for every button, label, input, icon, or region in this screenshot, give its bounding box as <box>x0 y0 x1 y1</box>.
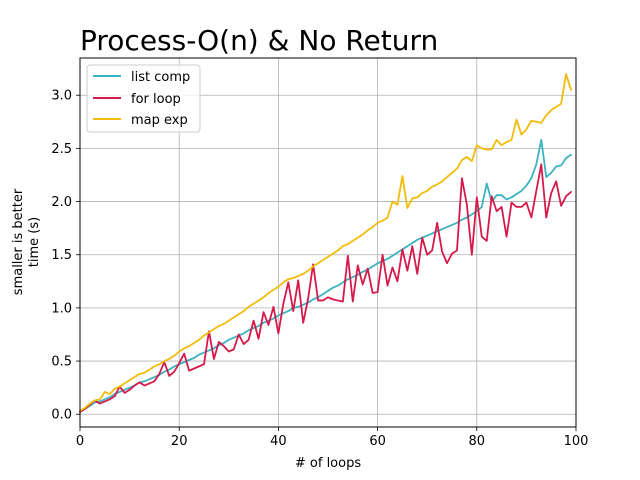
series-line-list-comp <box>79 138 572 412</box>
legend-label-map-exp: map exp <box>131 113 188 128</box>
series-layer <box>79 73 572 414</box>
x-axis-label: # of loops <box>295 456 361 471</box>
series-line-for-loop <box>79 163 572 414</box>
legend-label-for-loop: for loop <box>131 92 181 107</box>
y-tick-label: 0.5 <box>51 355 72 370</box>
axis-ticks: 0 20 40 60 80 100 0.0 0.5 1.0 1.5 2.0 2.5 3.0 <box>51 89 588 449</box>
y-tick-label: 1.0 <box>51 301 72 316</box>
x-tick-label: 100 <box>564 434 589 449</box>
y-tick-label: 3.0 <box>51 89 72 104</box>
y-tick-label: 2.0 <box>51 195 72 210</box>
x-tick-label: 40 <box>270 434 287 449</box>
chart-title: Process-O(n) & No Return <box>80 24 438 57</box>
legend-label-list-comp: list comp <box>131 70 190 85</box>
plot-frame <box>79 57 577 428</box>
y-axis-label-line-2: time (s) <box>27 217 42 267</box>
legend: list comp for loop map exp <box>86 64 201 133</box>
y-tick-label: 0.0 <box>51 408 72 423</box>
series-line-map-exp <box>79 73 572 412</box>
y-tick-label: 2.5 <box>51 142 72 157</box>
y-axis-label-line-1: smaller is better <box>11 188 26 295</box>
x-tick-label: 60 <box>369 434 386 449</box>
x-tick-label: 20 <box>171 434 188 449</box>
x-tick-label: 0 <box>76 434 84 449</box>
x-tick-label: 80 <box>469 434 486 449</box>
legend-box <box>86 64 201 133</box>
y-tick-label: 1.5 <box>51 248 72 263</box>
